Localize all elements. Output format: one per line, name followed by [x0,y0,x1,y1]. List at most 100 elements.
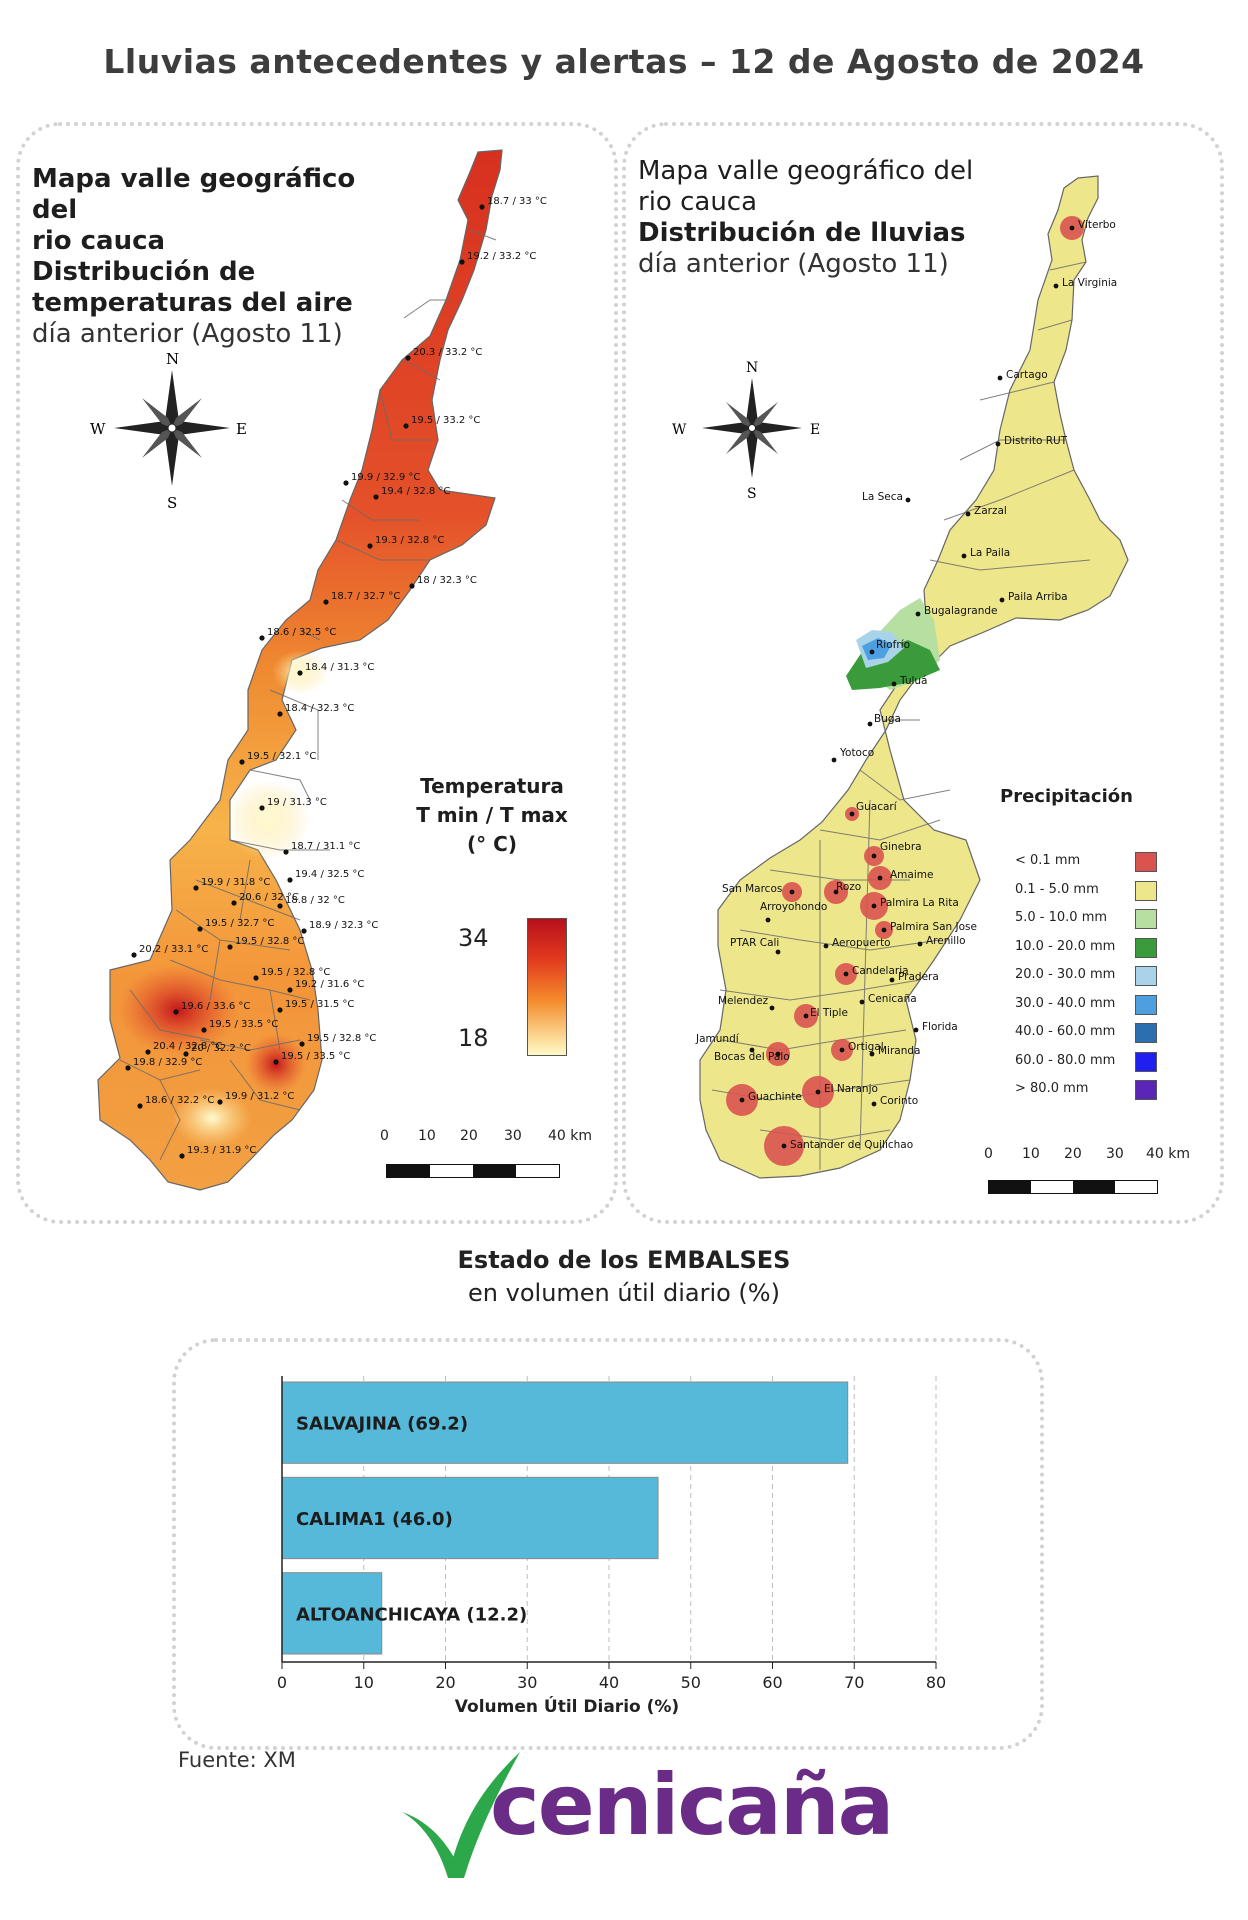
temperature-scale-bar [386,1164,560,1178]
temperature-legend-max: 34 [458,924,489,952]
legend-item-label: 5.0 - 10.0 mm [1015,910,1108,925]
legend-item-label: 60.0 - 80.0 mm [1015,1052,1116,1068]
rain-station-label: Pradera [898,971,939,983]
temperature-station-label: 18.7 / 33 °C [487,196,547,207]
rain-station-dot [999,597,1005,603]
temperature-station-label: 18.4 / 32.3 °C [285,703,354,714]
temperature-legend-title: Temperatura T min / T max (° C) [412,772,572,859]
legend-item-swatch [1135,880,1157,901]
rain-station-label: Cenicaña [868,993,917,1005]
rain-station-label: Ortigal [848,1041,884,1053]
rain-station-dot [965,511,971,517]
rain-station-dot [867,721,873,727]
temperature-station-dot [217,1099,223,1105]
rain-station-label: Zarzal [974,505,1007,517]
compass-icon: N S E W [90,350,247,512]
compass-s: S [167,494,177,512]
temp-title-line-2: rio cauca [32,226,166,256]
temperature-station-dot [297,670,303,676]
scale-label: 30 [1106,1146,1124,1162]
precipitation-legend-item: 40.0 - 60.0 mm [1015,1023,1215,1045]
scale-label: 40 km [548,1128,593,1144]
rain-zone-blue [862,638,892,660]
rain-station-dot [871,1101,877,1107]
temperature-station-label: 19.9 / 31.2 °C [225,1091,294,1102]
temperature-station-label: 19.5 / 32.8 °C [261,967,330,978]
rain-station-label: Jamundí [695,1033,740,1045]
temperature-station-dot [479,204,485,210]
precipitation-legend-item: 30.0 - 40.0 mm [1015,994,1215,1017]
rain-station-label: Rozo [836,881,861,893]
rain-station-label: Tuluá [899,675,927,687]
rain-station-label: Candelaria [852,965,909,977]
temperature-station-label: 19.5 / 31.5 °C [285,999,354,1010]
legend-item-swatch [1135,1080,1157,1100]
temperature-station-label: 19.9 / 32.9 °C [351,472,420,483]
rain-station-label: Yotoco [839,747,874,759]
scale-label: 10 [1022,1146,1040,1162]
rain-station-dot [749,1047,755,1053]
logo-text: cenicaña [490,1756,894,1854]
temperature-station-label: 19.2 / 31.6 °C [295,979,364,990]
rain-station-label: El Tiple [810,1007,848,1019]
legend-item-label: < 0.1 mm [1015,853,1081,868]
temperature-station-dot [301,928,307,934]
rain-station-label: Florida [922,1021,958,1033]
temperature-station-label: 20.3 / 33.2 °C [413,347,482,358]
precipitation-legend-item: > 80.0 mm [1015,1080,1215,1102]
rain-station-dot [869,1051,875,1057]
rain-station-label: Guachinte [748,1091,802,1103]
compass-n: N [746,360,758,376]
temperature-station-label: 18 / 32.3 °C [417,575,477,586]
temperature-station-label: 20.2 / 33.1 °C [139,944,208,955]
rain-station-dot [833,889,839,895]
rain-station-label: Amaime [890,869,933,881]
temp-title-subtitle: día anterior (Agosto 11) [32,319,343,349]
logo-leaf-icon [402,1752,520,1878]
scale-label: 20 [460,1128,478,1144]
temperature-station-label: 19.6 / 33.6 °C [181,1001,250,1012]
precipitation-legend-item: 20.0 - 30.0 mm [1015,966,1215,988]
temperature-station-label: 18.6 / 32.2 °C [145,1095,214,1106]
rain-station-label: Santander de Quilichao [790,1139,913,1151]
x-tick-label: 60 [762,1673,782,1692]
temp-legend-line-1: Temperatura [420,774,564,798]
temperature-station-dot [273,1059,279,1065]
precipitation-legend-item: < 0.1 mm [1015,852,1215,874]
compass-w: W [672,422,687,438]
rain-station-label: Melendez [718,995,769,1007]
legend-item-swatch [1135,994,1157,1015]
reservoir-bar-label: CALIMA1 (46.0) [296,1509,453,1530]
rain-station-label: PTAR Cali [730,937,779,949]
temperature-station-dot [201,1027,207,1033]
temperature-station-dot [173,1009,179,1015]
reservoir-bar-label: SALVAJINA (69.2) [296,1414,468,1435]
rain-station-dot [843,971,849,977]
temperature-station-label: 18.6 / 32.5 °C [267,627,336,638]
rain-scale-bar [988,1180,1158,1194]
compass-icon: N S E W [672,360,820,502]
compass-s: S [747,486,757,502]
legend-item-swatch [1135,909,1157,929]
x-tick-label: 40 [599,1673,619,1692]
rain-station-dot [871,853,877,859]
rain-station-dot [869,649,875,655]
x-tick-label: 70 [844,1673,864,1692]
temperature-station-label: 19.9 / 31.8 °C [201,877,270,888]
rain-station-label: Cartago [1006,369,1048,381]
temperature-station-label: 18.8 / 32 °C [285,895,345,906]
rain-station-label: Buga [874,713,901,725]
temperature-station-label: 19.4 / 32.8 °C [381,486,450,497]
temperature-station-label: 18.9 / 32.3 °C [309,920,378,931]
scale-label: 30 [504,1128,522,1144]
temperature-station-dot [197,926,203,932]
rain-station-label: La Virginia [1062,277,1117,289]
rain-station-label: Bugalagrande [924,605,998,617]
rain-station-label: Paila Arriba [1008,591,1068,603]
temperature-station-label: 19.5 / 32.7 °C [205,918,274,929]
x-tick-label: 0 [277,1673,287,1692]
temperature-station-dot [403,423,409,429]
rain-station-markers: Viterbo La Virginia Cartago Distrito RUT La … [695,216,1117,1166]
temperature-station-label: 19.5 / 32.1 °C [247,751,316,762]
